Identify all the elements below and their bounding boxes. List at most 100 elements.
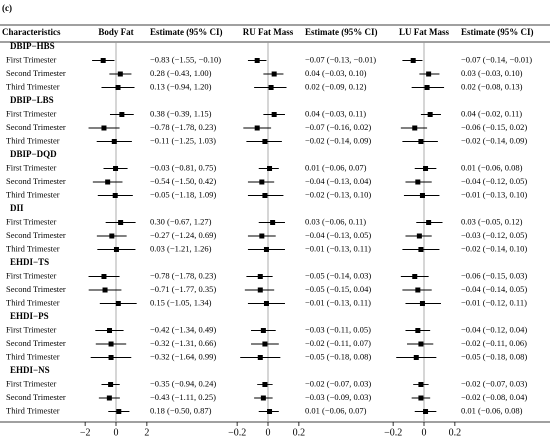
point-estimate — [260, 395, 266, 401]
row-label: First Trimester — [6, 162, 56, 172]
estimate-label: −0.03 (−0.09, 0.03) — [305, 392, 371, 402]
point-estimate — [257, 274, 263, 279]
point-estimate — [426, 71, 432, 77]
estimate-label: −0.01 (−0.13, 0.11) — [305, 243, 371, 253]
x-tick-label: 2 — [144, 427, 149, 438]
point-estimate — [418, 247, 424, 252]
point-estimate — [101, 274, 107, 279]
point-estimate — [423, 166, 429, 171]
point-estimate — [271, 112, 277, 117]
point-estimate — [410, 58, 416, 63]
point-estimate — [115, 301, 121, 306]
estimate-label: −0.05 (−0.15, 0.04) — [305, 284, 371, 294]
point-estimate — [418, 139, 424, 144]
point-estimate — [107, 328, 113, 333]
estimate-label: 0.04 (−0.02, 0.11) — [461, 108, 522, 118]
panel-title: Body Fat — [98, 27, 133, 37]
point-estimate — [418, 341, 424, 347]
estimate-label: −0.54 (−1.50, 0.42) — [150, 176, 216, 186]
estimate-label: −0.43 (−1.11, 0.25) — [150, 392, 216, 402]
estimate-label: −0.02 (−0.11, 0.07) — [305, 338, 371, 348]
estimate-label: −0.04 (−0.12, 0.04) — [461, 324, 527, 334]
estimate-label: −0.27 (−1.24, 0.69) — [150, 230, 216, 240]
point-estimate — [415, 328, 421, 333]
point-estimate — [271, 71, 277, 77]
estimate-label: −0.04 (−0.12, 0.05) — [461, 176, 527, 186]
x-tick-label: 0 — [422, 427, 427, 438]
point-estimate — [259, 179, 265, 185]
row-label: Second Trimester — [6, 122, 66, 132]
point-estimate — [113, 247, 119, 252]
point-estimate — [427, 112, 433, 117]
estimate-label: −0.07 (−0.14, −0.01) — [461, 54, 532, 64]
estimate-label: −0.03 (−0.11, 0.05) — [305, 324, 371, 334]
x-tick-label: −0.2 — [228, 427, 246, 438]
estimate-label: −0.01 (−0.13, 0.11) — [305, 297, 371, 307]
point-estimate — [115, 85, 121, 90]
point-estimate — [412, 125, 418, 131]
estimate-label: 0.01 (−0.06, 0.08) — [461, 162, 523, 172]
estimate-label: −0.03 (−0.81, 0.75) — [150, 162, 216, 172]
point-estimate — [108, 355, 114, 360]
estimate-label: 0.28 (−0.43, 1.00) — [150, 68, 212, 78]
point-estimate — [413, 355, 419, 360]
point-estimate — [262, 341, 268, 347]
point-estimate — [105, 179, 111, 185]
estimate-label: −0.04 (−0.13, 0.04) — [305, 176, 371, 186]
estimate-label: −0.02 (−0.14, 0.10) — [461, 243, 527, 253]
row-label: Third Trimester — [6, 135, 60, 145]
row-label: First Trimester — [6, 108, 56, 118]
estimate-label: −0.02 (−0.14, 0.09) — [461, 135, 527, 145]
estimate-label: −0.32 (−1.64, 0.99) — [150, 351, 216, 361]
estimate-label: −0.83 (−1.55, −0.10) — [150, 54, 221, 64]
group-label: DBIP−DQD — [10, 149, 57, 159]
estimate-label: −0.71 (−1.77, 0.35) — [150, 284, 216, 294]
x-tick-label: 0.2 — [293, 427, 306, 438]
estimate-label: −0.04 (−0.14, 0.05) — [461, 284, 527, 294]
point-estimate — [418, 395, 424, 401]
row-label: First Trimester — [6, 216, 56, 226]
estimate-label: −0.05 (−0.18, 0.08) — [305, 351, 371, 361]
x-tick-label: 0 — [266, 427, 271, 438]
estimate-label: −0.11 (−1.25, 1.03) — [150, 135, 216, 145]
point-estimate — [267, 409, 273, 414]
point-estimate — [108, 341, 114, 347]
point-estimate — [257, 287, 263, 293]
point-estimate — [117, 71, 123, 77]
panel-title: LU Fat Mass — [399, 27, 449, 37]
estimate-label: 0.30 (−0.67, 1.27) — [150, 216, 212, 226]
estimate-label: 0.02 (−0.09, 0.12) — [305, 81, 367, 91]
point-estimate — [106, 395, 112, 401]
estimate-label: 0.18 (−0.50, 0.87) — [150, 405, 212, 415]
estimate-label: 0.01 (−0.06, 0.08) — [461, 405, 523, 415]
point-estimate — [426, 220, 432, 225]
point-estimate — [415, 287, 421, 293]
row-label: Second Trimester — [6, 338, 66, 348]
point-estimate — [111, 139, 117, 144]
point-estimate — [270, 220, 276, 225]
x-tick-label: 0 — [114, 427, 119, 438]
estimate-label: 0.03 (−0.06, 0.11) — [305, 216, 366, 226]
estimate-label: 0.04 (−0.03, 0.11) — [305, 108, 366, 118]
row-label: First Trimester — [6, 324, 56, 334]
panel-label: (c) — [2, 3, 12, 13]
estimate-label: −0.05 (−0.14, 0.03) — [305, 270, 371, 280]
estimate-label: −0.02 (−0.11, 0.06) — [461, 338, 527, 348]
estimate-label: −0.02 (−0.07, 0.03) — [461, 378, 527, 388]
point-estimate — [263, 301, 269, 306]
point-estimate — [254, 58, 260, 63]
estimate-label: −0.05 (−0.18, 0.08) — [461, 351, 527, 361]
group-label: DBIP−HBS — [10, 41, 55, 51]
point-estimate — [267, 166, 273, 171]
group-label: EHDI−TS — [10, 257, 49, 267]
estimate-label: −0.02 (−0.13, 0.10) — [305, 189, 371, 199]
row-label: First Trimester — [6, 54, 56, 64]
estimate-label: −0.01 (−0.13, 0.10) — [461, 189, 527, 199]
row-label: Third Trimester — [6, 189, 60, 199]
row-label: First Trimester — [6, 378, 56, 388]
estimate-label: 0.13 (−0.94, 1.20) — [150, 81, 212, 91]
estimate-label: −0.02 (−0.14, 0.09) — [305, 135, 371, 145]
estimate-label: 0.02 (−0.08, 0.13) — [461, 81, 523, 91]
